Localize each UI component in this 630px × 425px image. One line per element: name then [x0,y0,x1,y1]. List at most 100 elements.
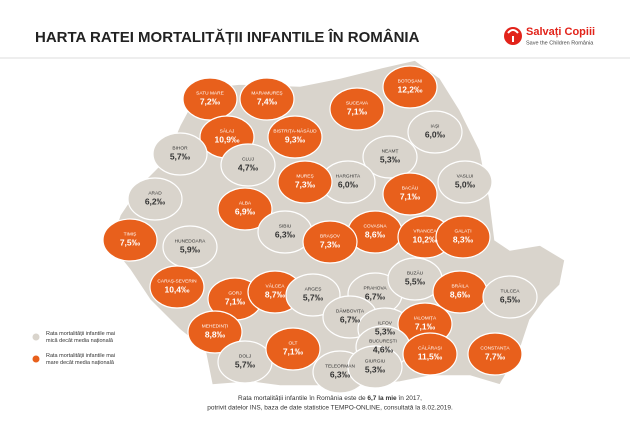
county-name: BACĂU [402,184,419,191]
footer-line1: Rata mortalității infantile în România e… [238,395,422,402]
county-rate: 8,3‰ [453,234,474,244]
county-rate: 7,1‰ [347,106,368,116]
county-name: DÂMBOVIȚA [336,307,365,314]
legend-swatch [32,333,40,341]
county-name: PRAHOVA [363,285,387,291]
legend-swatch [32,355,40,363]
county-rate: 5,0‰ [455,179,476,189]
county-rate: 6,3‰ [330,369,351,379]
county-rate: 5,5‰ [405,276,426,286]
county-name: DOLJ [239,353,252,359]
county-shape [329,87,385,131]
county-name: VÂLCEA [266,282,286,289]
county-shape [407,110,463,154]
county-rate: 7,1‰ [400,191,421,201]
county-name: OLT [289,340,298,346]
footer-text: Rata mortalității infantile în România e… [238,395,367,402]
logo-sub: Save the Children România [526,40,594,46]
county-name: GIURGIU [365,358,386,364]
county-shape [402,332,458,376]
county-shape [382,65,438,109]
county-shape [482,275,538,319]
county-rate: 10,2‰ [412,234,438,244]
logo-name: Salvați Copiii [526,26,595,38]
county-rate: 5,9‰ [180,244,201,254]
county-shape [267,115,323,159]
county-rate: 7,2‰ [200,96,221,106]
county-name: HARGHITA [336,173,361,179]
county-name: BRĂILA [451,282,469,289]
county-name: ILFOV [378,320,393,326]
county-rate: 6,2‰ [145,196,166,206]
county-rate: 6,5‰ [500,294,521,304]
county-rate: 7,3‰ [295,179,316,189]
legend-label: Rata mortalității infantile mai mică decâ… [46,331,115,344]
county-shape [277,160,333,204]
county-shape [127,177,183,221]
county-name: CONSTANȚA [480,345,510,351]
county-name: BISTRIȚA-NĂSĂUD [273,127,317,134]
county-name: VRANCEA [413,228,437,234]
county-name: BRAȘOV [320,233,341,239]
county-shape [239,77,295,121]
county-name: GORJ [228,290,242,296]
county-shape [435,215,491,259]
legend-line: Rata mortalității infantile mai [46,331,115,337]
county-rate: 10,4‰ [164,284,190,294]
county-rate: 7,1‰ [415,321,436,331]
county-rate: 6,0‰ [425,129,446,139]
county-rate: 7,3‰ [320,239,341,249]
county-name: NEAMȚ [382,148,399,154]
county-name: BOTOȘANI [398,78,423,84]
county-name: TIMIȘ [124,231,137,237]
legend-line: mică decât media națională [46,338,114,344]
county-shape [382,172,438,216]
footer-text: în 2017, [397,395,422,402]
county-rate: 4,7‰ [238,162,259,172]
county-shape [187,310,243,354]
county-name: MEHEDINȚI [202,323,228,329]
title: HARTA RATEI MORTALITĂȚII INFANTILE ÎN RO… [35,28,420,46]
county-rate: 11,5‰ [418,351,443,361]
county-rate: 8,6‰ [365,229,386,239]
county-name: CARAȘ-SEVERIN [157,278,197,284]
county-rate: 5,3‰ [380,154,401,164]
county-shape [285,273,341,317]
legend-line: Rata mortalității infantile mai [46,353,115,359]
county-rate: 7,1‰ [225,296,246,306]
county-shape [220,143,276,187]
county-name: BUCUREȘTI [369,338,397,344]
county-shape [149,265,205,309]
county-rate: 7,7‰ [485,351,506,361]
county-name: ARGEȘ [305,286,322,292]
footer-line2: potrivit datelor INS, baza de date stati… [207,405,453,412]
county-rate: 8,8‰ [205,329,226,339]
county-name: MUREȘ [296,173,313,179]
county-shape [265,327,321,371]
county-name: SIBIU [279,223,292,229]
county-name: SUCEAVA [346,100,369,106]
county-name: HUNEDOARA [175,238,206,244]
legend-label: Rata mortalității infantile mai mare decâ… [46,353,115,366]
county-name: BUZĂU [407,269,424,276]
county-name: TULCEA [501,288,521,294]
county-name: GALAȚI [454,228,471,234]
county-shape [102,218,158,262]
county-shape [362,135,418,179]
county-name: ALBA [239,200,252,206]
county-rate: 6,0‰ [338,179,359,189]
county-name: SĂLAJ [220,127,235,134]
county-rate: 7,4‰ [257,96,278,106]
county-rate: 5,7‰ [235,359,256,369]
county-shape [437,160,493,204]
county-rate: 8,7‰ [265,289,286,299]
county-name: IAȘI [430,123,439,129]
logo: Salvați Copiii Save the Children România [504,26,595,46]
county-rate: 5,7‰ [170,151,191,161]
county-shape [347,345,403,389]
county-name: ARAD [148,190,162,196]
county-rate: 7,5‰ [120,237,141,247]
